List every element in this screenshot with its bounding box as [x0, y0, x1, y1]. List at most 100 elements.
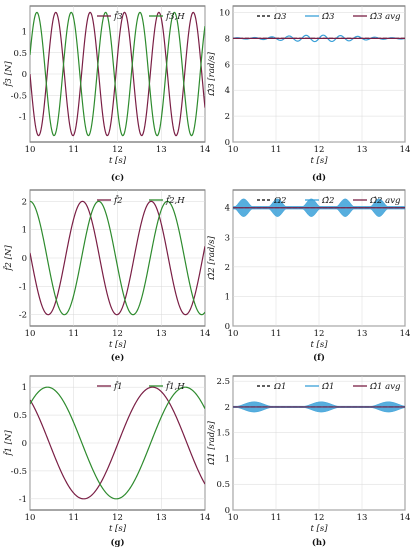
- plot-area: [233, 401, 405, 413]
- y-tick-label: 2: [225, 403, 230, 413]
- x-tick-label: 11: [271, 329, 282, 339]
- x-tick-label: 11: [271, 145, 282, 155]
- y-tick-label: -1: [19, 495, 27, 505]
- x-axis-label: t [s]: [109, 524, 127, 534]
- legend-entry: f̂3: [113, 10, 123, 22]
- x-tick-label: 10: [25, 329, 36, 339]
- chart-panel-bottom-left: 10 11 12 13 14 -1 -0.5 0 0.5 1 t [s] f̂1 [N] (g) f̂1 f…: [2, 375, 211, 548]
- legend-entry: Ω̂1 avg: [369, 381, 401, 392]
- panel-caption: (h): [312, 537, 326, 548]
- y-tick-label: 1: [225, 454, 230, 464]
- x-tick-label: 13: [156, 145, 167, 155]
- plot-area: [30, 386, 205, 500]
- y-tick-label: 10: [219, 8, 230, 18]
- y-tick-label: 4: [225, 86, 230, 96]
- legend-entry: Ω̂2 avg: [369, 195, 401, 206]
- legend-entry: Ω̂3 avg: [369, 11, 401, 22]
- y-tick-label: -2: [19, 311, 27, 321]
- legend-entry: Ω1: [273, 382, 286, 392]
- x-tick-label: 11: [68, 513, 79, 523]
- x-tick-label: 11: [68, 145, 79, 155]
- x-tick-label: 13: [357, 513, 368, 523]
- x-tick-label: 14: [400, 329, 411, 339]
- x-tick-label: 14: [200, 145, 211, 155]
- legend-entry: f̂2,H: [165, 194, 185, 206]
- legend-entry: f̂3,H: [165, 10, 185, 22]
- y-tick-label: -0.5: [11, 467, 27, 477]
- y-tick-label: 0: [22, 254, 27, 264]
- x-tick-label: 11: [68, 329, 79, 339]
- y-tick-label: 0.5: [13, 49, 27, 59]
- y-tick-label: 1: [22, 383, 27, 393]
- x-tick-label: 14: [400, 513, 411, 523]
- x-tick-label: 12: [314, 329, 325, 339]
- y-axis-label: f̂3 [N]: [2, 61, 14, 88]
- panel-caption: (f): [313, 352, 325, 363]
- x-tick-label: 14: [200, 513, 211, 523]
- x-tick-label: 10: [228, 329, 239, 339]
- y-tick-label: 3: [225, 233, 230, 243]
- x-axis-label: t [s]: [310, 524, 328, 534]
- x-tick-label: 10: [228, 513, 239, 523]
- y-tick-label: -1: [19, 113, 27, 123]
- x-tick-label: 14: [200, 329, 211, 339]
- x-tick-label: 10: [228, 145, 239, 155]
- plot-area: [233, 34, 405, 43]
- y-axis-label: f̂2 [N]: [2, 245, 14, 272]
- x-axis-label: t [s]: [109, 340, 127, 350]
- x-tick-label: 13: [156, 329, 167, 339]
- y-tick-label: 0: [225, 138, 230, 148]
- panel-caption: (e): [111, 352, 124, 363]
- series-line-1: [30, 200, 205, 316]
- legend-entry: f̂1: [113, 380, 123, 392]
- panel-caption: (c): [111, 172, 124, 183]
- y-axis-label: Ω̂3 [rad/s]: [206, 52, 217, 97]
- series-line-1: [30, 11, 205, 137]
- legend-entry: Ω̂3: [321, 11, 334, 22]
- y-tick-label: 0: [225, 506, 230, 516]
- y-tick-label: 2.5: [216, 377, 230, 387]
- y-tick-label: 1: [22, 28, 27, 38]
- chart-panel-top-right: 10 11 12 13 14 0 2 4 6 8 10 t [s] Ω̂3 [rad/s] (d) Ω3 Ω̂…: [206, 5, 411, 183]
- series-line-0: [30, 200, 205, 316]
- chart-panel-bottom-right: 10 11 12 13 14 0 0.5 1 1.5 2 2.5 t [s] Ω̂1 [rad/s] (h…: [206, 375, 411, 548]
- y-tick-label: 2: [22, 197, 27, 207]
- x-tick-label: 12: [112, 329, 123, 339]
- panel-caption: (d): [312, 172, 326, 183]
- plot-area: [233, 198, 405, 217]
- panel-caption: (g): [111, 537, 125, 548]
- x-tick-label: 11: [271, 513, 282, 523]
- plot-area: [30, 200, 205, 316]
- legend-entry: f̂2: [113, 194, 123, 206]
- y-axis-label: Ω̂2 [rad/s]: [206, 236, 217, 281]
- y-axis-label: f̂1 [N]: [2, 430, 14, 457]
- y-tick-label: 1.5: [216, 429, 230, 439]
- y-tick-label: 0.5: [216, 480, 230, 490]
- series-line-1: [30, 386, 205, 500]
- x-tick-label: 12: [112, 513, 123, 523]
- x-tick-label: 14: [400, 145, 411, 155]
- legend-entry: Ω2: [273, 196, 286, 206]
- y-tick-label: 8: [225, 34, 230, 44]
- y-tick-label: 4: [225, 204, 230, 214]
- x-axis-label: t [s]: [310, 156, 328, 166]
- y-tick-label: 0.5: [13, 411, 27, 421]
- y-tick-label: 1: [225, 292, 230, 302]
- y-tick-label: -1: [19, 282, 27, 292]
- y-tick-label: -0.5: [11, 91, 27, 101]
- x-tick-label: 13: [357, 329, 368, 339]
- y-tick-label: 0: [22, 70, 27, 80]
- legend-entry: f̂1,H: [165, 380, 185, 392]
- series-line-0: [30, 11, 205, 137]
- chart-panel-top-left: 10 11 12 13 14 -1 -0.5 0 0.5 1 t [s] f̂3 [N] (c) f̂3 f…: [2, 5, 211, 183]
- y-tick-label: 2: [225, 263, 230, 273]
- x-tick-label: 10: [25, 513, 36, 523]
- x-tick-label: 12: [112, 145, 123, 155]
- y-tick-label: 1: [22, 226, 27, 236]
- legend-entry: Ω3: [273, 12, 286, 22]
- legend-entry: Ω̂2: [321, 195, 334, 206]
- y-axis-label: Ω̂1 [rad/s]: [206, 421, 217, 466]
- x-tick-label: 10: [25, 145, 36, 155]
- x-tick-label: 13: [357, 145, 368, 155]
